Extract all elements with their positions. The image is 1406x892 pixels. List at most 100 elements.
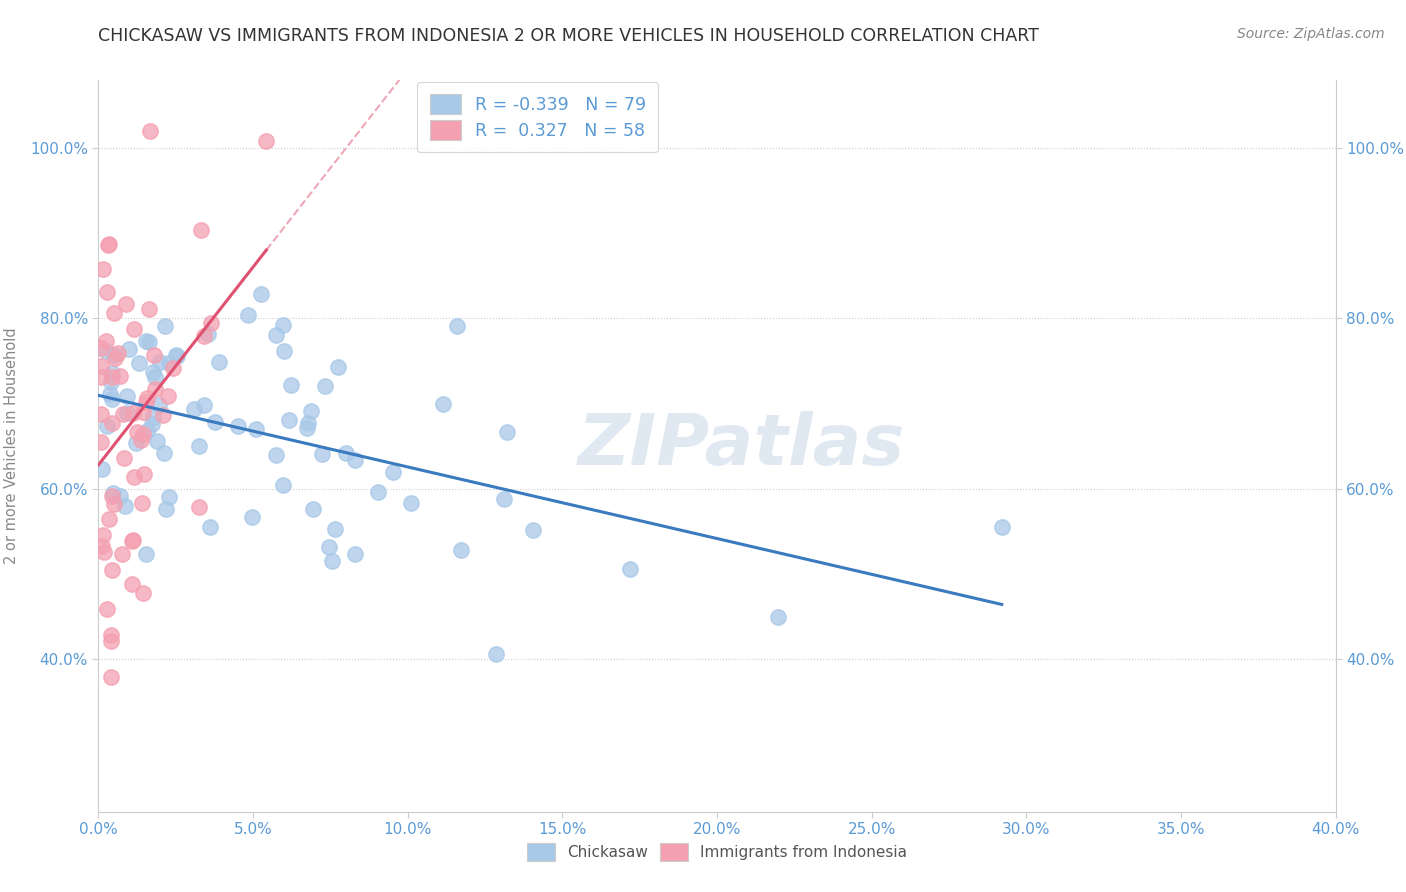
Point — [96, 418, 118, 433]
Point — [146, 434, 169, 448]
Point — [157, 356, 180, 370]
Point — [90, 434, 112, 449]
Point — [91, 461, 114, 475]
Point — [494, 491, 516, 506]
Point — [432, 397, 454, 411]
Point — [155, 502, 177, 516]
Point — [104, 351, 127, 365]
Point — [115, 406, 138, 420]
Point — [271, 478, 294, 492]
Point — [114, 499, 136, 513]
Point — [299, 404, 322, 418]
Point — [135, 392, 157, 406]
Point — [321, 554, 343, 568]
Point — [91, 261, 114, 276]
Point — [157, 389, 180, 403]
Point — [100, 392, 122, 406]
Point — [135, 334, 157, 348]
Point — [619, 562, 641, 576]
Point — [132, 586, 155, 600]
Point — [343, 453, 366, 467]
Point — [101, 486, 124, 500]
Point — [93, 545, 115, 559]
Point — [103, 497, 125, 511]
Text: ZIPatlas: ZIPatlas — [578, 411, 905, 481]
Point — [103, 306, 125, 320]
Point — [96, 602, 118, 616]
Point — [208, 354, 231, 368]
Point — [295, 421, 318, 435]
Point — [103, 349, 125, 363]
Point — [131, 405, 153, 419]
Point — [399, 496, 422, 510]
Legend: Chickasaw, Immigrants from Indonesia: Chickasaw, Immigrants from Indonesia — [519, 834, 915, 870]
Point — [112, 408, 135, 422]
Point — [110, 489, 132, 503]
Text: CHICKASAW VS IMMIGRANTS FROM INDONESIA 2 OR MORE VEHICLES IN HOUSEHOLD CORRELATI: CHICKASAW VS IMMIGRANTS FROM INDONESIA 2… — [98, 27, 1039, 45]
Point — [125, 425, 148, 439]
Point — [250, 286, 273, 301]
Point — [311, 447, 333, 461]
Point — [152, 409, 174, 423]
Point — [100, 671, 122, 685]
Point — [115, 389, 138, 403]
Point — [522, 523, 544, 537]
Point — [271, 318, 294, 332]
Point — [139, 124, 162, 138]
Point — [90, 359, 112, 373]
Point — [264, 448, 287, 462]
Point — [141, 417, 163, 431]
Point — [101, 563, 124, 577]
Point — [97, 238, 120, 252]
Point — [278, 413, 301, 427]
Point — [273, 344, 295, 359]
Point — [143, 382, 166, 396]
Point — [122, 469, 145, 483]
Point — [143, 369, 166, 384]
Point — [122, 322, 145, 336]
Point — [187, 500, 209, 515]
Point — [100, 633, 122, 648]
Point — [135, 425, 157, 439]
Point — [318, 540, 340, 554]
Point — [323, 522, 346, 536]
Point — [107, 346, 129, 360]
Point — [142, 409, 165, 424]
Point — [118, 342, 141, 356]
Point — [111, 548, 134, 562]
Point — [166, 349, 188, 363]
Point — [90, 539, 112, 553]
Point — [190, 223, 212, 237]
Point — [100, 628, 122, 642]
Point — [94, 344, 117, 359]
Point — [148, 398, 170, 412]
Point — [198, 520, 221, 534]
Point — [100, 386, 122, 401]
Point — [98, 237, 121, 252]
Point — [450, 543, 472, 558]
Point — [280, 377, 302, 392]
Point — [328, 360, 350, 375]
Point — [101, 366, 124, 380]
Point — [132, 467, 155, 481]
Point — [135, 395, 157, 409]
Point — [108, 368, 131, 383]
Point — [766, 609, 789, 624]
Point — [135, 547, 157, 561]
Point — [100, 369, 122, 384]
Point — [91, 528, 114, 542]
Point — [131, 496, 153, 510]
Point — [143, 348, 166, 362]
Point — [101, 489, 124, 503]
Point — [381, 465, 404, 479]
Point — [122, 533, 145, 548]
Point — [94, 334, 117, 349]
Point — [314, 379, 336, 393]
Point — [193, 398, 215, 412]
Point — [100, 375, 122, 389]
Point — [245, 422, 267, 436]
Point — [485, 647, 508, 661]
Point — [204, 415, 226, 429]
Point — [193, 329, 215, 343]
Point — [132, 427, 155, 442]
